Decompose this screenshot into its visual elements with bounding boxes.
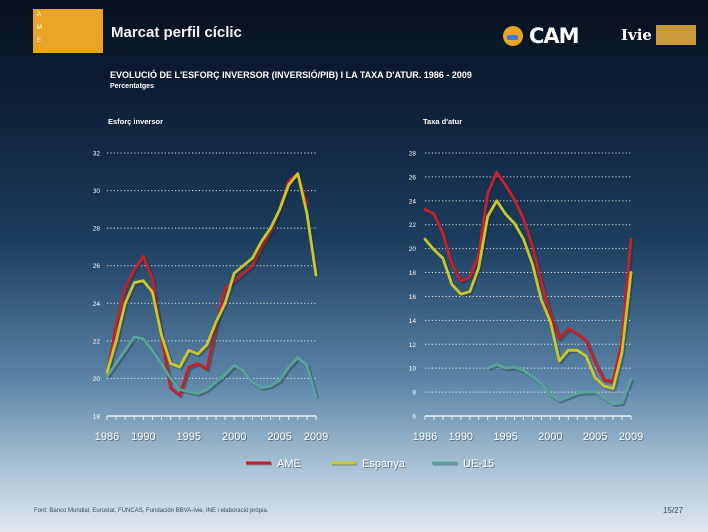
x-tick-label: 1995 — [177, 431, 201, 443]
y-tick-label: 30 — [93, 188, 101, 195]
legend-label: Espanya — [362, 458, 406, 470]
x-tick-label: 2000 — [222, 431, 246, 443]
y-tick-label: 32 — [93, 151, 101, 158]
y-tick-label: 24 — [93, 301, 101, 308]
legend-label-shadow: AME — [278, 459, 302, 471]
cam-logo-text: CAM — [529, 24, 580, 48]
x-tick-shadow: 1995 — [178, 432, 202, 444]
legend-label-shadow: UE-15 — [464, 459, 495, 471]
series-line-ue-15 — [105, 335, 318, 399]
x-tick-label: 1990 — [449, 431, 473, 443]
y-tick-label: 6 — [412, 414, 416, 421]
y-tick-label: 12 — [409, 342, 417, 349]
x-tick-shadow: 1986 — [96, 432, 120, 444]
y-tick-label: 18 — [409, 270, 417, 277]
x-tick-label: 2009 — [619, 431, 643, 443]
y-tick-label: 14 — [409, 318, 417, 325]
y-tick-label: 10 — [409, 366, 417, 373]
x-tick-label: 1995 — [493, 431, 517, 443]
y-tick-label: 28 — [93, 226, 101, 233]
series-line-espanya — [105, 172, 318, 375]
y-tick-label: 18 — [93, 414, 101, 421]
y-tick-label: 26 — [93, 263, 101, 270]
x-tick-label: 2000 — [538, 431, 562, 443]
x-tick-shadow: 2005 — [584, 432, 608, 444]
x-tick-label: 1990 — [131, 431, 155, 443]
slide-title: Marcat perfil cíclic — [111, 24, 242, 41]
page-number: 15/27 — [663, 506, 684, 515]
cam-logo: CAM — [503, 24, 580, 48]
ame-logo: A M E — [33, 9, 103, 53]
panel-title-investment: Esforç inversor — [108, 117, 164, 126]
source-note: Font: Banco Mundial, Eurostat, FUNCAS, F… — [34, 508, 269, 514]
x-tick-label: 1986 — [95, 431, 119, 443]
x-tick-shadow: 2009 — [305, 432, 329, 444]
series-line-shadow — [425, 172, 635, 385]
panel-title-unemployment: Taxa d'atur — [423, 117, 463, 126]
chart-title: EVOLUCIÓ DE L'ESFORÇ INVERSOR (INVERSIÓ/… — [110, 70, 472, 80]
y-tick-label: 8 — [412, 390, 416, 397]
x-tick-shadow: 2005 — [268, 432, 292, 444]
y-tick-label: 22 — [409, 222, 417, 229]
y-tick-label: 24 — [409, 198, 417, 205]
y-tick-label: 20 — [409, 246, 417, 253]
y-tick-label: 22 — [93, 338, 101, 345]
y-tick-label: 26 — [409, 174, 417, 181]
cam-emblem-icon — [503, 26, 523, 46]
x-tick-label: 2005 — [267, 431, 291, 443]
logo-letter-e: E — [37, 38, 42, 44]
ivie-logo-text: Ivie — [621, 26, 652, 44]
x-tick-shadow: 2009 — [620, 432, 644, 444]
chart-subtitle: Percentatges — [110, 83, 154, 90]
x-tick-shadow: 1990 — [132, 432, 156, 444]
series-line-ame — [423, 170, 633, 383]
series-line-shadow — [106, 173, 310, 399]
legend-label: UE-15 — [463, 458, 494, 470]
x-tick-shadow: 1986 — [414, 432, 438, 444]
y-tick-label: 16 — [409, 294, 417, 301]
y-tick-label: 20 — [93, 376, 101, 383]
y-tick-label: 28 — [409, 151, 417, 158]
x-tick-label: 2005 — [583, 431, 607, 443]
ivie-emblem-icon — [655, 25, 696, 45]
x-tick-label: 2009 — [304, 431, 328, 443]
series-line-espanya — [423, 199, 633, 390]
x-tick-shadow: 1990 — [450, 432, 474, 444]
x-tick-label: 1986 — [413, 431, 437, 443]
legend-label-shadow: Espanya — [363, 459, 407, 471]
logo-letter-a: A — [37, 12, 42, 18]
series-line-ue-15 — [486, 363, 633, 406]
x-tick-shadow: 1995 — [494, 432, 518, 444]
x-tick-shadow: 2000 — [223, 432, 247, 444]
x-tick-shadow: 2000 — [539, 432, 563, 444]
ivie-logo: Ivie — [621, 25, 696, 45]
logo-letter-m: M — [37, 25, 42, 31]
legend-label: AME — [277, 458, 301, 470]
